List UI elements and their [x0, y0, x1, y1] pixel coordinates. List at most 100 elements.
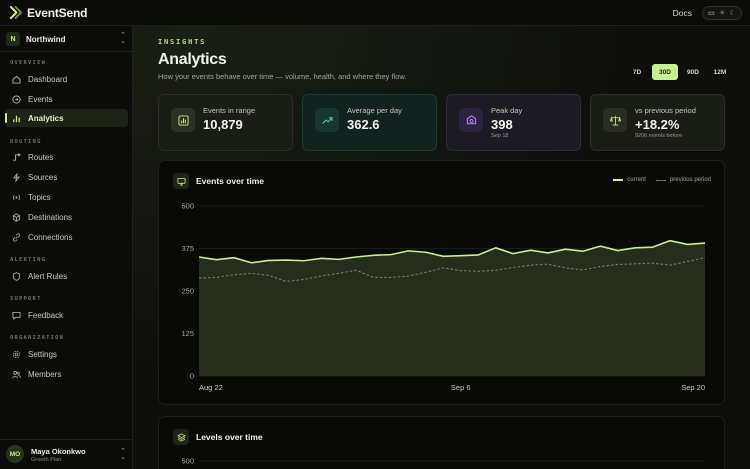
y-tick-label: 250 [181, 287, 194, 296]
org-switcher[interactable]: N Northwind ⌃ ⌄ [4, 29, 130, 49]
series-current-line [198, 239, 706, 264]
sidebar-item-label: Settings [28, 349, 57, 359]
chat-icon [12, 311, 21, 320]
stat-card-events: Events in range 10,879 [158, 94, 293, 151]
section-label-organization: ORGANIZATION [10, 335, 65, 341]
stat-label: Events in range [203, 106, 256, 115]
sidebar-item-events[interactable]: Events [5, 90, 128, 108]
card-title: Events over time [196, 176, 265, 186]
sun-icon[interactable]: ☀ [719, 9, 726, 17]
levels-line-chart[interactable]: 500 [159, 417, 726, 469]
range-30d[interactable]: 30D [652, 64, 678, 80]
bar-chart-icon [177, 114, 189, 126]
legend-swatch [613, 179, 624, 181]
org-avatar: N [6, 32, 20, 46]
section-label-support: SUPPORT [10, 296, 42, 302]
x-tick-label: Sep 20 [681, 383, 705, 392]
stat-value: 398 [491, 117, 513, 132]
user-name: Maya Okonkwo [31, 447, 86, 456]
bolt-icon [12, 172, 21, 182]
range-selector: 7D 30D 90D 12M [625, 64, 732, 80]
monitor-icon[interactable]: ▭ [708, 9, 715, 17]
stat-card-comparison: vs previous period +18.2% 9206 events be… [590, 94, 725, 151]
logo-icon [9, 6, 22, 19]
stat-note: Sep 18 [491, 133, 509, 139]
section-label-alerting: ALERTING [10, 257, 47, 263]
user-menu[interactable]: MO Maya Okonkwo Growth Plan ⌃ ⌄ [0, 439, 133, 469]
sidebar-item-label: Sources [28, 172, 58, 182]
sidebar-item-label: Events [28, 94, 53, 104]
avatar: MO [6, 445, 24, 463]
theme-toggle[interactable]: ▭ ☀ ☾ [702, 6, 742, 20]
x-tick-label: Sep 6 [451, 383, 471, 392]
legend-label: previous period [669, 177, 711, 183]
layers-icon [176, 432, 186, 442]
radio-icon [12, 94, 21, 104]
legend-previous[interactable]: previous period [655, 177, 711, 183]
app-name: EventSend [27, 5, 88, 20]
sidebar-item-label: Topics [28, 192, 51, 202]
sidebar-item-label: Dashboard [28, 74, 68, 84]
route-icon [12, 152, 21, 161]
sidebar-item-analytics[interactable]: Analytics [5, 109, 128, 127]
broadcast-icon [12, 194, 21, 200]
chevron-updown-icon: ⌃ ⌄ [120, 32, 126, 45]
range-12m[interactable]: 12M [713, 68, 727, 76]
sidebar-item-label: Analytics [28, 113, 64, 123]
gear-icon [12, 350, 21, 358]
docs-link[interactable]: Docs [672, 8, 692, 18]
range-90d[interactable]: 90D [687, 68, 699, 76]
sidebar-item-settings[interactable]: Settings [5, 345, 128, 363]
sidebar: N Northwind ⌃ ⌄ OVERVIEW Dashboard Events… [0, 26, 133, 469]
range-7d[interactable]: 7D [632, 68, 642, 76]
series-current-area [199, 240, 705, 376]
stat-value: 10,879 [203, 117, 243, 132]
stat-card-peak: Peak day 398 Sep 18 [446, 94, 581, 151]
events-chart-card: Events over time current previous period… [158, 160, 725, 405]
sidebar-item-label: Destinations [28, 212, 73, 222]
x-tick-label: Aug 22 [199, 383, 223, 392]
page-subtitle: How your events behave over time — volum… [158, 72, 407, 81]
stat-value: 362.6 [347, 117, 380, 132]
sidebar-item-members[interactable]: Members [5, 365, 128, 383]
brand[interactable]: EventSend [9, 6, 87, 20]
sidebar-item-feedback[interactable]: Feedback [5, 306, 128, 324]
stat-value: +18.2% [635, 117, 680, 132]
series-previous-line [198, 257, 706, 283]
bar-chart-icon [13, 115, 20, 122]
box-icon [12, 212, 21, 222]
section-label-routing: ROUTING [10, 139, 42, 145]
chevron-updown-icon: ⌃ ⌄ [120, 448, 126, 461]
moon-icon[interactable]: ☾ [729, 9, 736, 17]
scale-icon [609, 115, 621, 125]
sidebar-item-sources[interactable]: Sources [5, 168, 128, 186]
link-icon [12, 232, 21, 242]
card-title: Levels over time [196, 432, 263, 442]
home-icon [12, 75, 21, 84]
sidebar-item-alert-rules[interactable]: Alert Rules [5, 267, 128, 285]
stat-label: Peak day [491, 106, 523, 115]
badge-icon [466, 114, 476, 124]
sidebar-item-label: Members [28, 369, 62, 379]
stat-label: Average per day [347, 106, 402, 115]
sidebar-item-routes[interactable]: Routes [5, 148, 128, 166]
levels-chart-card: Levels over time 500 [158, 416, 725, 469]
sidebar-item-label: Alert Rules [28, 271, 68, 281]
sidebar-item-connections[interactable]: Connections [5, 228, 128, 246]
trend-up-icon [321, 116, 333, 124]
sidebar-item-label: Connections [28, 232, 73, 242]
legend-swatch [655, 179, 666, 181]
users-icon [12, 370, 21, 378]
sidebar-item-dashboard[interactable]: Dashboard [5, 70, 128, 88]
legend-current[interactable]: current [613, 177, 646, 183]
legend-label: current [627, 177, 646, 183]
sidebar-item-destinations[interactable]: Destinations [5, 208, 128, 226]
stat-label: vs previous period [635, 106, 696, 115]
events-line-chart[interactable]: 0 125 250 375 500 Aug 22 Sep 6 Sep 20 [159, 161, 726, 406]
page-eyebrow: INSIGHTS [158, 38, 207, 46]
y-tick-label: 500 [181, 202, 194, 211]
top-bar: EventSend Docs ▭ ☀ ☾ [0, 0, 750, 26]
shield-icon [12, 271, 21, 281]
divider [0, 51, 133, 52]
sidebar-item-topics[interactable]: Topics [5, 188, 128, 206]
